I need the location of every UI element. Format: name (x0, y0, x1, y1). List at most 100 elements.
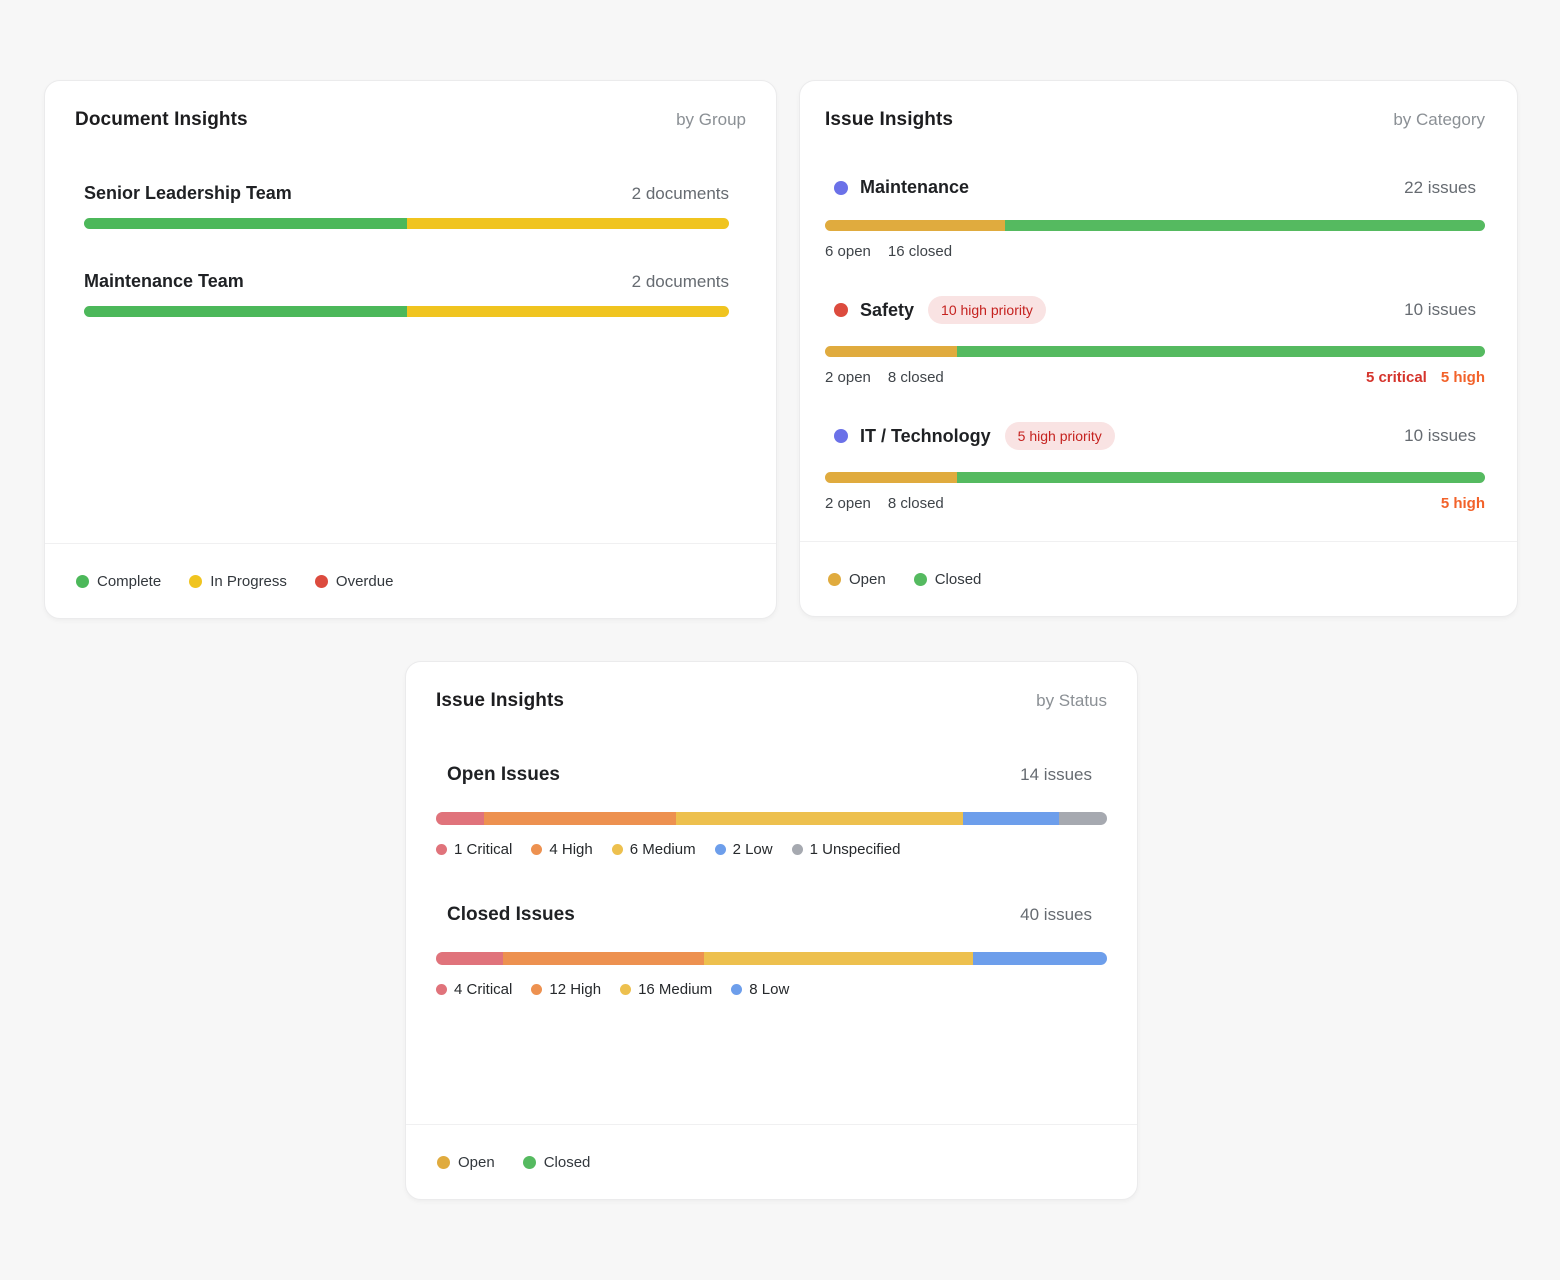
row-count: 2 documents (631, 271, 729, 291)
footer-legend-item: Complete (76, 573, 161, 590)
legend-dot (828, 572, 841, 586)
row-header-left: Senior Leadership Team (84, 183, 292, 204)
chart-row: IT / Technology 5 high priority 10 issues 2… (825, 422, 1485, 512)
segment-legend-label: 12 High (549, 981, 602, 998)
legend-dot (314, 574, 328, 588)
footer-legend-item: Closed (913, 571, 981, 588)
row-count: 14 issues (1020, 765, 1092, 784)
bar-segment-critical (436, 952, 504, 965)
open-closed-counts: 6 open 16 closed (825, 243, 952, 260)
bar-segment-open (825, 220, 1006, 231)
card-body: Issue Insights by Category Maintenance 22… (800, 81, 1517, 541)
footer-legend-item: Closed (522, 1154, 590, 1171)
count-text: 6 open (825, 243, 871, 260)
segment-legend-label: 8 Low (749, 981, 790, 998)
segment-legend-label: 2 Low (732, 841, 773, 858)
row-label: Maintenance (860, 177, 970, 197)
segment-legend: 1 Critical 4 High 6 Medium 2 Low 1 Unspecifi… (436, 841, 1107, 858)
priority-counts: 5 critical 5 high (1366, 369, 1485, 386)
chart-rows: Maintenance 22 issues 6 open 16 closed Safet… (825, 177, 1485, 512)
row-label: Senior Leadership Team (84, 183, 292, 203)
stacked-bar (825, 472, 1485, 483)
chart-row: Maintenance 22 issues 6 open 16 closed (825, 177, 1485, 260)
card-title: Issue Insights (825, 109, 954, 130)
row-label: IT / Technology (860, 425, 991, 446)
bar-segment-medium (675, 812, 964, 825)
row-header: Open Issues 14 issues (436, 764, 1107, 786)
footer-legend-label: In Progress (210, 572, 287, 590)
bar-segment-open (825, 472, 957, 483)
bar-segment-open (825, 346, 957, 357)
count-text: 8 closed (887, 495, 944, 512)
stacked-bar (825, 346, 1485, 357)
row-header: Safety 10 high priority 10 issues (825, 296, 1485, 324)
category-dot (834, 429, 848, 443)
card-title: Issue Insights (436, 690, 565, 711)
issue-insights-by-status-card: Issue Insights by Status Open Issues 14 i… (405, 661, 1138, 1200)
bar-subtext-row: 2 open 8 closed 5 high (825, 495, 1485, 512)
card-header: Issue Insights by Category (825, 109, 1485, 131)
row-header: Closed Issues 40 issues (436, 904, 1107, 926)
segment-legend-item: 8 Low (731, 981, 789, 998)
bar-segment-complete (84, 306, 407, 317)
legend-dot (620, 984, 632, 995)
bar-segment-high (503, 952, 705, 965)
segment-legend-item: 6 Medium (611, 841, 696, 858)
count-text: 16 closed (887, 243, 953, 260)
bar-segment-low (972, 952, 1107, 965)
segment-legend: 4 Critical 12 High 16 Medium 8 Low (436, 981, 1107, 998)
legend-dot (791, 844, 803, 855)
segment-legend-item: 1 Unspecified (791, 841, 901, 858)
legend-dot (714, 844, 726, 855)
bar-segment-low (963, 812, 1060, 825)
legend-dot (913, 572, 927, 586)
row-label: Closed Issues (447, 904, 575, 925)
legend-dot (436, 984, 447, 995)
card-title: Document Insights (75, 109, 248, 130)
legend-dot (531, 984, 543, 995)
bar-segment-medium (704, 952, 973, 965)
footer-legend-label: Open (458, 1153, 495, 1171)
row-header: Maintenance Team 2 documents (84, 271, 729, 292)
row-header: Senior Leadership Team 2 documents (84, 183, 729, 204)
row-header-left: Maintenance (834, 177, 969, 198)
segment-legend-item: 2 Low (714, 841, 773, 858)
category-dot (834, 180, 848, 195)
priority-badge: 5 high priority (1004, 422, 1115, 450)
bar-segment-in-progress (406, 218, 729, 229)
bar-segment-in-progress (406, 306, 729, 317)
row-label: Safety (860, 299, 915, 320)
legend-dot (436, 844, 447, 855)
open-closed-counts: 2 open 8 closed (825, 495, 944, 512)
segment-legend-label: 6 Medium (629, 841, 696, 858)
bar-subtext-row: 2 open 8 closed 5 critical 5 high (825, 369, 1485, 386)
document-insights-card: Document Insights by Group Senior Leader… (44, 80, 777, 619)
chart-row: Maintenance Team 2 documents (84, 271, 729, 317)
priority-count-text: 5 high (1440, 495, 1485, 512)
bar-segment-high (483, 812, 676, 825)
legend-dot (76, 574, 89, 588)
priority-count-text: 5 high (1440, 369, 1485, 386)
card-body: Issue Insights by Status Open Issues 14 i… (406, 662, 1137, 1124)
chart-rows: Senior Leadership Team 2 documents Mainten… (75, 183, 746, 317)
segment-legend-item: 1 Critical (436, 841, 512, 858)
open-closed-counts: 2 open 8 closed (825, 369, 944, 386)
chart-rows: Open Issues 14 issues 1 Critical 4 High 6 Me… (436, 764, 1107, 998)
bar-segment-complete (84, 218, 407, 229)
legend-dot (531, 844, 543, 855)
legend-dot (731, 984, 743, 995)
footer-legend-item: Overdue (314, 573, 393, 590)
legend-dot (189, 574, 203, 588)
stacked-bar (84, 306, 729, 317)
segment-legend-label: 1 Critical (454, 841, 513, 858)
row-header-left: IT / Technology 5 high priority (834, 422, 1115, 450)
row-label: Open Issues (447, 764, 560, 785)
count-text: 2 open (825, 369, 871, 386)
legend-dot (522, 1155, 536, 1169)
segment-legend-label: 4 High (549, 841, 593, 858)
row-count: 10 issues (1404, 300, 1476, 319)
card-legend: Open Closed (406, 1124, 1137, 1199)
category-dot (834, 303, 848, 317)
bar-segment-critical (436, 812, 484, 825)
card-grouping-label: by Group (676, 110, 746, 129)
